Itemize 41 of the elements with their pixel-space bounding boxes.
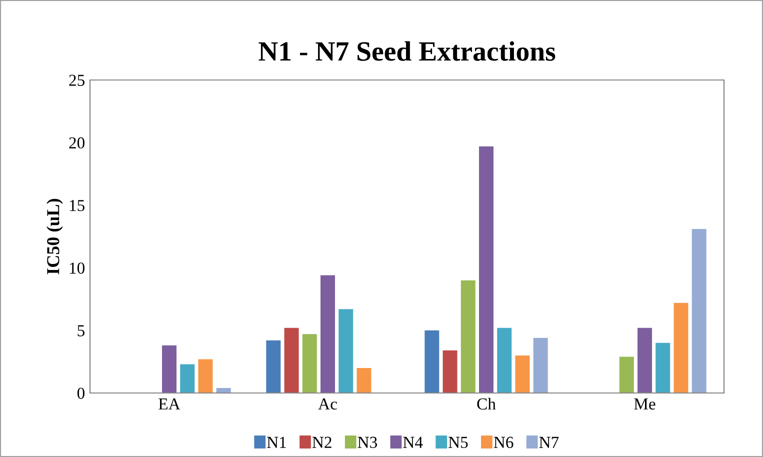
y-tick-label: 10: [70, 262, 85, 274]
bar: [216, 388, 231, 393]
bar: [180, 364, 195, 393]
bar: [356, 368, 372, 393]
legend-label: N2: [312, 436, 332, 448]
x-tick-label: Me: [634, 398, 656, 410]
y-tick-label: 5: [78, 325, 84, 336]
bar: [497, 328, 512, 393]
legend-label: N6: [494, 436, 514, 448]
bar: [674, 302, 688, 393]
bar: [479, 146, 494, 393]
bar: [692, 228, 706, 393]
bar: [266, 340, 281, 393]
bar: [338, 309, 354, 393]
y-axis-title: IC50 (uL): [46, 198, 63, 274]
legend-label: N5: [448, 436, 468, 448]
bar: [515, 355, 530, 393]
x-tick-label: EA: [158, 398, 180, 410]
chart-title: N1 - N7 Seed Extractions: [258, 41, 556, 61]
legend-label: N3: [358, 436, 377, 448]
bar: [284, 328, 299, 393]
legend-label: N4: [403, 436, 423, 448]
y-tick-label: 25: [69, 74, 84, 86]
y-tick-label: 0: [77, 388, 85, 399]
bar: [424, 330, 440, 393]
legend-label: N1: [267, 436, 286, 448]
bar: [302, 334, 317, 393]
bar: [533, 338, 548, 393]
bar: [198, 359, 213, 393]
bar: [320, 275, 335, 393]
bar: [638, 328, 652, 393]
x-tick-label: Ch: [477, 398, 496, 410]
bar: [619, 356, 634, 393]
bar: [656, 342, 670, 393]
legend-label: N7: [539, 436, 559, 448]
x-tick-label: Ac: [318, 398, 337, 410]
y-tick-label: 15: [70, 200, 84, 212]
bar: [442, 350, 458, 393]
bar: [460, 280, 476, 393]
bar: [162, 345, 176, 393]
y-tick-label: 20: [69, 137, 85, 149]
